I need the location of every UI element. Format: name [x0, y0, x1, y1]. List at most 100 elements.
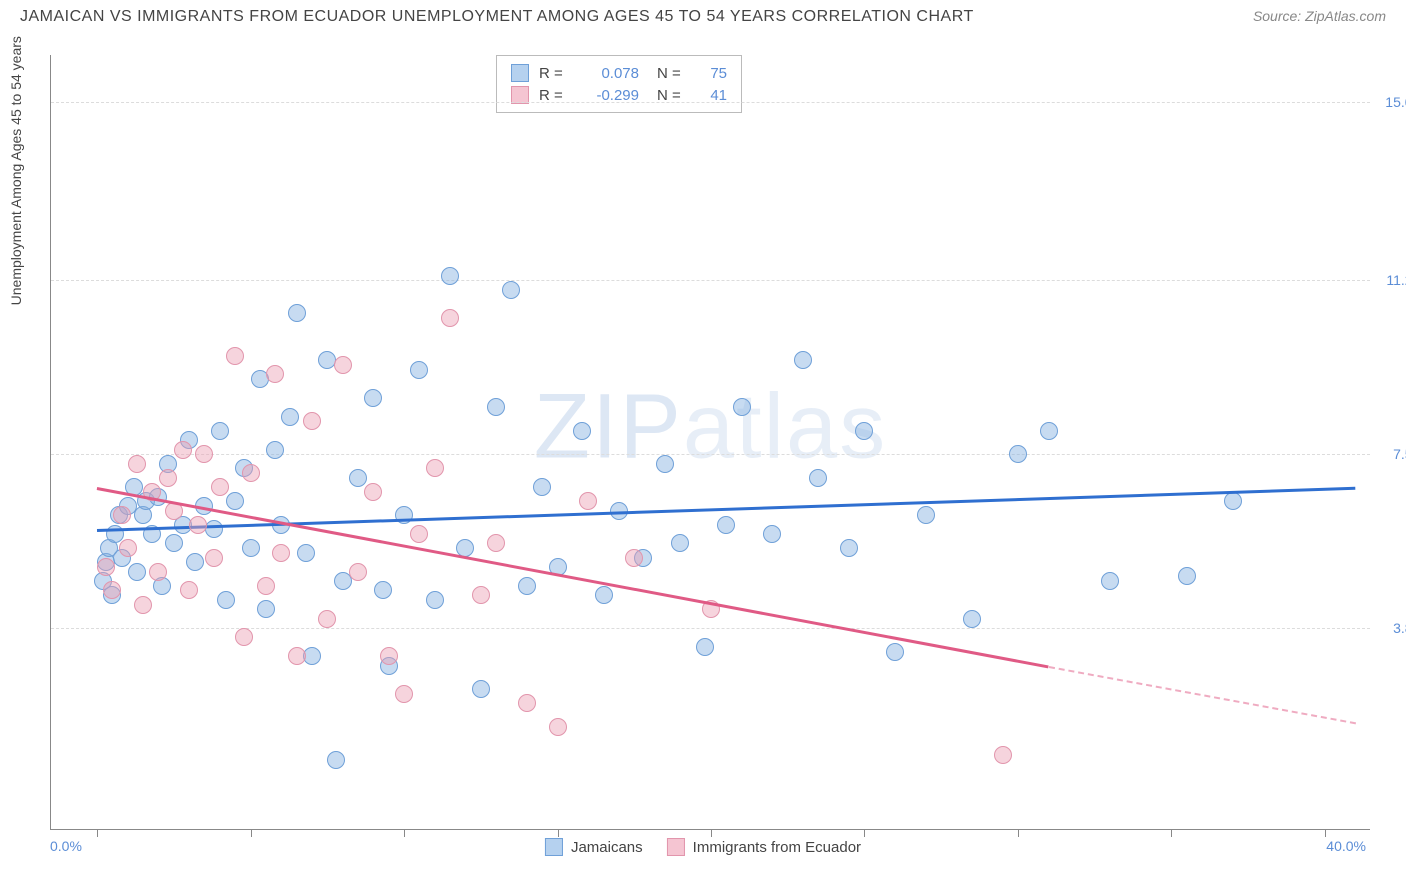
scatter-point [963, 610, 981, 628]
scatter-point [549, 718, 567, 736]
scatter-point [426, 591, 444, 609]
y-tick-label: 11.2% [1386, 272, 1406, 288]
stats-n-value-2: 41 [697, 87, 727, 104]
scatter-point [103, 581, 121, 599]
scatter-point [1009, 445, 1027, 463]
scatter-point [288, 647, 306, 665]
scatter-point [242, 464, 260, 482]
scatter-point [472, 586, 490, 604]
scatter-point [281, 408, 299, 426]
stats-swatch-1 [511, 64, 529, 82]
gridline [51, 454, 1370, 455]
scatter-point [441, 267, 459, 285]
scatter-point [410, 525, 428, 543]
scatter-point [235, 628, 253, 646]
scatter-point [696, 638, 714, 656]
scatter-point [205, 549, 223, 567]
scatter-point [349, 563, 367, 581]
scatter-point [174, 441, 192, 459]
scatter-point [189, 516, 207, 534]
scatter-point [579, 492, 597, 510]
scatter-point [502, 281, 520, 299]
scatter-point [809, 469, 827, 487]
y-tick-label: 7.5% [1393, 446, 1406, 462]
x-axis-min-label: 0.0% [50, 838, 82, 854]
title-bar: JAMAICAN VS IMMIGRANTS FROM ECUADOR UNEM… [0, 0, 1406, 26]
scatter-point [205, 520, 223, 538]
scatter-point [119, 539, 137, 557]
scatter-point [395, 506, 413, 524]
scatter-point [364, 483, 382, 501]
scatter-point [917, 506, 935, 524]
legend-item-1: Jamaicans [545, 838, 643, 856]
stats-n-label-1: N = [657, 65, 687, 82]
scatter-point [349, 469, 367, 487]
scatter-point [717, 516, 735, 534]
y-axis-label: Unemployment Among Ages 45 to 54 years [8, 36, 24, 305]
scatter-point [303, 412, 321, 430]
scatter-point [1224, 492, 1242, 510]
y-tick-label: 15.0% [1385, 94, 1406, 110]
scatter-point [656, 455, 674, 473]
x-tick [864, 829, 865, 837]
scatter-point [533, 478, 551, 496]
scatter-point [518, 694, 536, 712]
scatter-point [1178, 567, 1196, 585]
y-tick-label: 3.8% [1393, 620, 1406, 636]
scatter-point [195, 445, 213, 463]
x-tick [1171, 829, 1172, 837]
bottom-legend: Jamaicans Immigrants from Ecuador [545, 838, 861, 856]
scatter-point [855, 422, 873, 440]
scatter-point [186, 553, 204, 571]
scatter-point [257, 577, 275, 595]
scatter-point [794, 351, 812, 369]
x-tick [711, 829, 712, 837]
scatter-point [364, 389, 382, 407]
scatter-point [374, 581, 392, 599]
scatter-point [380, 647, 398, 665]
x-tick [1325, 829, 1326, 837]
scatter-point [395, 685, 413, 703]
scatter-point [272, 544, 290, 562]
scatter-point [327, 751, 345, 769]
scatter-point [303, 647, 321, 665]
stats-n-label-2: N = [657, 87, 687, 104]
x-tick [404, 829, 405, 837]
scatter-point [257, 600, 275, 618]
legend-label-2: Immigrants from Ecuador [693, 839, 861, 856]
stats-r-value-1: 0.078 [579, 65, 639, 82]
scatter-point [128, 455, 146, 473]
x-tick [97, 829, 98, 837]
scatter-point [994, 746, 1012, 764]
scatter-point [180, 581, 198, 599]
chart-source: Source: ZipAtlas.com [1253, 8, 1386, 24]
plot-area: ZIPatlas R = 0.078 N = 75 R = -0.299 N =… [50, 55, 1370, 830]
scatter-point [242, 539, 260, 557]
legend-swatch-1 [545, 838, 563, 856]
scatter-point [671, 534, 689, 552]
scatter-point [886, 643, 904, 661]
scatter-point [226, 492, 244, 510]
x-tick [558, 829, 559, 837]
scatter-point [441, 309, 459, 327]
trend-line-dashed [1048, 666, 1355, 724]
scatter-point [165, 534, 183, 552]
x-tick [251, 829, 252, 837]
scatter-point [226, 347, 244, 365]
gridline [51, 102, 1370, 103]
scatter-point [288, 304, 306, 322]
stats-n-value-1: 75 [697, 65, 727, 82]
x-axis-max-label: 40.0% [1326, 838, 1366, 854]
scatter-point [149, 563, 167, 581]
legend-item-2: Immigrants from Ecuador [667, 838, 861, 856]
scatter-point [733, 398, 751, 416]
scatter-point [518, 577, 536, 595]
chart-title: JAMAICAN VS IMMIGRANTS FROM ECUADOR UNEM… [20, 8, 974, 26]
scatter-point [266, 365, 284, 383]
scatter-point [840, 539, 858, 557]
scatter-point [763, 525, 781, 543]
legend-label-1: Jamaicans [571, 839, 643, 856]
scatter-point [211, 478, 229, 496]
stats-r-label-1: R = [539, 65, 569, 82]
scatter-point [625, 549, 643, 567]
